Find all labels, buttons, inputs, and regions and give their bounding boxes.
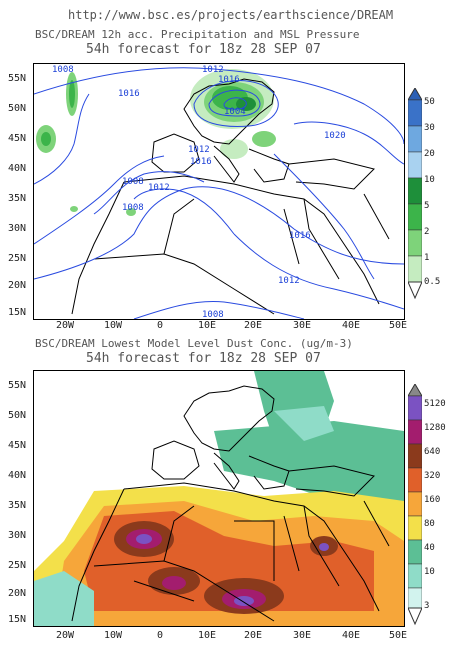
dust-fill: [34, 371, 404, 626]
lon-label: 20E: [244, 320, 263, 331]
isobar-label: 1008: [122, 203, 144, 213]
coastlines: [71, 78, 390, 315]
top-panel-subtitle: 54h forecast for 18z 28 SEP 07: [86, 42, 321, 57]
isobar-label: 1004: [224, 107, 246, 117]
isobar-labels: 1008 1016 1012 1004 1016 1012 1016 1020 …: [52, 65, 346, 319]
isobar-label: 1016: [218, 75, 240, 85]
lon-label: 10W: [104, 630, 123, 641]
colorbar-label: 5: [424, 201, 430, 211]
lat-label: 15N: [8, 307, 27, 318]
lon-label: 10E: [198, 320, 217, 331]
lon-label: 10E: [198, 630, 217, 641]
colorbar-label: 50: [424, 97, 435, 107]
lon-label: 10W: [104, 320, 123, 331]
dust-colorbar-swatches: [408, 384, 422, 626]
lat-label: 50N: [8, 410, 27, 421]
colorbar-label: 2: [424, 227, 430, 237]
colorbar-label: 20: [424, 149, 435, 159]
dust-colorbar: 5120 1280 640 320 160 80 40 10 3: [408, 384, 448, 629]
lat-label: 25N: [8, 560, 27, 571]
lat-label: 35N: [8, 193, 27, 204]
colorbar-label: 0.5: [424, 277, 441, 287]
lat-label: 45N: [8, 133, 27, 144]
colorbar-label: 3: [424, 601, 430, 611]
lat-label: 55N: [8, 73, 27, 84]
isobar-label: 1020: [324, 131, 346, 141]
precipitation-map: 1008 1016 1012 1004 1016 1012 1016 1020 …: [33, 63, 405, 320]
isobar-label: 1016: [118, 89, 140, 99]
lon-label: 50E: [389, 320, 408, 331]
lat-label: 30N: [8, 530, 27, 541]
lon-label: 20W: [56, 320, 75, 331]
isobar-label: 1008: [122, 177, 144, 187]
lon-label: 40E: [342, 320, 361, 331]
colorbar-label: 1280: [424, 423, 446, 433]
lat-label: 40N: [8, 470, 27, 481]
precipitation-colorbar: 50 30 20 10 5 2 1 0.5: [408, 88, 448, 303]
lon-label: 0: [157, 320, 164, 331]
top-panel-title: BSC/DREAM 12h acc. Precipitation and MSL…: [35, 28, 360, 41]
lat-label: 35N: [8, 500, 27, 511]
isobars: [34, 67, 404, 319]
colorbar-label: 5120: [424, 399, 446, 409]
lat-label: 25N: [8, 253, 27, 264]
bottom-panel-subtitle: 54h forecast for 18z 28 SEP 07: [86, 351, 321, 366]
isobar-label: 1016: [190, 157, 212, 167]
colorbar-label: 80: [424, 519, 435, 529]
lat-label: 55N: [8, 380, 27, 391]
lat-label: 45N: [8, 440, 27, 451]
colorbar-label: 10: [424, 567, 435, 577]
lat-label: 50N: [8, 103, 27, 114]
dust-concentration-map: [33, 370, 405, 627]
isobar-label: 1012: [202, 65, 224, 75]
precipitation-map-canvas: 1008 1016 1012 1004 1016 1012 1016 1020 …: [34, 65, 404, 319]
precipitation-fill: [36, 69, 276, 216]
isobar-label: 1008: [52, 65, 74, 75]
lat-label: 40N: [8, 163, 27, 174]
lat-label: 20N: [8, 588, 27, 599]
colorbar-label: 30: [424, 123, 435, 133]
lon-label: 0: [157, 630, 164, 641]
colorbar-label: 1: [424, 253, 430, 263]
colorbar-label: 640: [424, 447, 441, 457]
isobar-label: 1008: [202, 310, 224, 319]
colorbar-label: 320: [424, 471, 441, 481]
lat-label: 15N: [8, 614, 27, 625]
lon-label: 30E: [293, 320, 312, 331]
lon-label: 20W: [56, 630, 75, 641]
dust-map-canvas: [34, 371, 404, 626]
colorbar-label: 160: [424, 495, 441, 505]
lon-label: 40E: [342, 630, 361, 641]
isobar-label: 1012: [148, 183, 170, 193]
lon-label: 20E: [244, 630, 263, 641]
lat-label: 20N: [8, 280, 27, 291]
precipitation-colorbar-swatches: [408, 88, 422, 300]
lon-label: 50E: [389, 630, 408, 641]
isobar-label: 1012: [278, 276, 300, 286]
source-url: http://www.bsc.es/projects/earthscience/…: [68, 8, 394, 22]
colorbar-label: 40: [424, 543, 435, 553]
lat-label: 30N: [8, 223, 27, 234]
isobar-label: 1012: [188, 145, 210, 155]
bottom-panel-title: BSC/DREAM Lowest Model Level Dust Conc. …: [35, 337, 353, 350]
coastlines: [71, 385, 390, 622]
lon-label: 30E: [293, 630, 312, 641]
colorbar-label: 10: [424, 175, 435, 185]
isobar-label: 1016: [289, 231, 311, 241]
